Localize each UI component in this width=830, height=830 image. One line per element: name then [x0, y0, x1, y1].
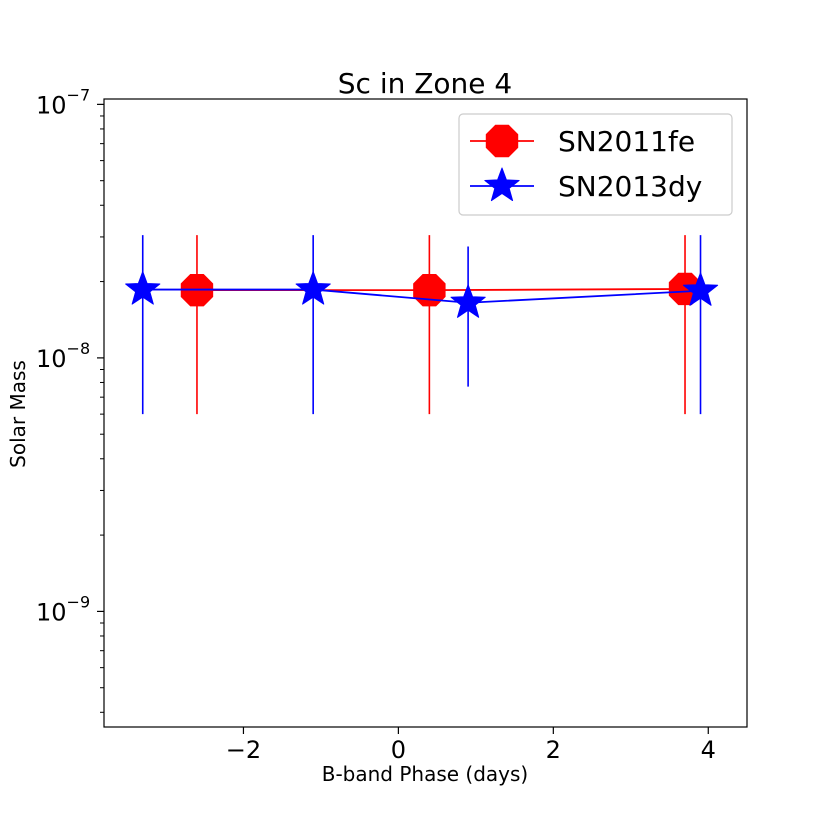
- x-tick-label-1: 0: [391, 736, 406, 764]
- legend-label-sn2011fe: SN2011fe: [558, 125, 695, 158]
- legend-box: [458, 113, 733, 216]
- legend-label-sn2013dy: SN2013dy: [558, 170, 702, 203]
- legend-marker-sn2013dy: [484, 167, 520, 202]
- plot-frame: [103, 98, 748, 728]
- data-point-sn2013dy-2: [450, 284, 486, 318]
- data-layer: [125, 235, 719, 415]
- y-axis-label: Solar Mass: [6, 360, 30, 468]
- x-axis-label: B-band Phase (days): [322, 762, 529, 786]
- x-tick-label-0: −2: [226, 736, 261, 764]
- data-point-sn2013dy-1: [295, 271, 331, 305]
- legend-marker-sn2011fe: [485, 124, 519, 158]
- y-tick-label-2: 10−7: [36, 85, 90, 119]
- x-tick-label-3: 4: [701, 736, 716, 764]
- x-tick-label-2: 2: [546, 736, 561, 764]
- series-sn2013dy: [125, 235, 719, 415]
- data-point-sn2013dy-3: [682, 272, 719, 306]
- series-line-sn2013dy: [142, 288, 701, 304]
- legend: SN2011fe SN2013dy: [458, 113, 733, 216]
- chart-title: Sc in Zone 4: [338, 67, 513, 100]
- data-point-sn2013dy-0: [125, 271, 161, 305]
